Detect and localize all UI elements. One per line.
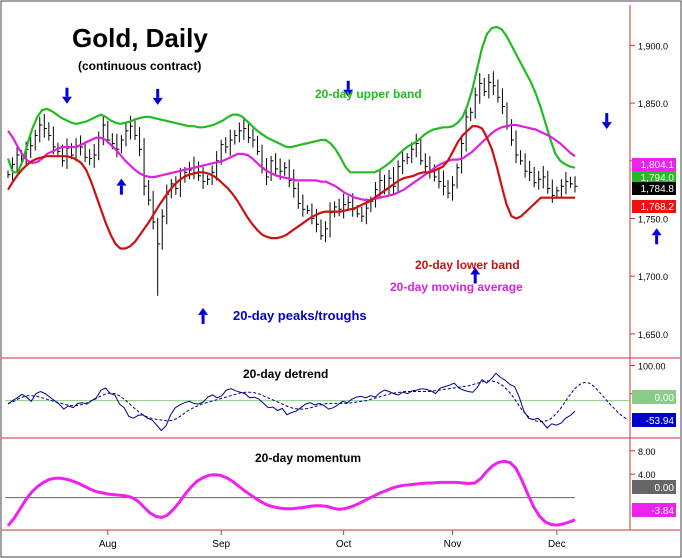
momentum-value-tag: 0.00 bbox=[632, 480, 676, 494]
y-tick-label: 1,700.0 bbox=[638, 272, 668, 282]
peak-arrow-icon-head bbox=[61, 96, 72, 104]
trough-arrow-icon-head bbox=[198, 307, 209, 315]
value-tag-label: 1,784.8 bbox=[641, 184, 675, 195]
trough-arrow-icon-head bbox=[116, 178, 127, 186]
momentum-value-tag-label: 0.00 bbox=[655, 483, 675, 494]
value-tag-box bbox=[632, 182, 676, 195]
x-tick-label: Nov bbox=[444, 539, 462, 550]
peaks-troughs-label: 20-day peaks/troughs bbox=[233, 308, 367, 323]
lower-band-label: 20-day lower band bbox=[415, 258, 520, 272]
peak-arrow-icon-head bbox=[152, 97, 163, 105]
detrend-value-tag-box bbox=[632, 413, 676, 427]
value-tag: 1,794.0 bbox=[632, 171, 676, 184]
momentum-title: 20-day momentum bbox=[255, 451, 361, 465]
peak-arrow-icon bbox=[601, 113, 612, 130]
x-tick-label: Dec bbox=[548, 539, 566, 550]
momentum-value-tag-box bbox=[632, 480, 676, 494]
detrend-value-tag-box bbox=[632, 390, 676, 404]
value-tag-box bbox=[632, 200, 676, 213]
momentum-value-tag: -3.84 bbox=[632, 503, 676, 517]
peak-arrow-icon bbox=[343, 80, 354, 97]
peak-arrow-icon bbox=[152, 88, 163, 105]
series-line-20-day-moving-average bbox=[7, 123, 576, 202]
value-tag-box bbox=[632, 158, 676, 171]
detrend-panel: 100.0020.000.00-53.94 bbox=[5, 362, 676, 432]
value-tag: 1,768.2 bbox=[632, 200, 676, 213]
trough-arrow-icon bbox=[116, 178, 127, 195]
value-tag-label: 1,768.2 bbox=[641, 202, 675, 213]
y-tick-label: 1,900.0 bbox=[638, 41, 668, 51]
value-tag: 1,804.1 bbox=[632, 158, 676, 171]
value-tag-label: 1,794.0 bbox=[641, 173, 675, 184]
detrend-value-tag-label: 0.00 bbox=[655, 393, 675, 404]
detrend-line bbox=[7, 372, 576, 432]
detrend-value-tag-label: -53.94 bbox=[646, 416, 675, 427]
series-line-20-day-lower-band bbox=[7, 125, 575, 250]
trough-arrow-icon-head bbox=[651, 228, 662, 236]
momentum-value-tag-box bbox=[632, 503, 676, 517]
detrend-value-tag: 0.00 bbox=[632, 390, 676, 404]
value-tag: 1,784.8 bbox=[632, 182, 676, 195]
detrend-tick-label: 100.00 bbox=[638, 362, 666, 372]
trough-arrow-icon-head bbox=[470, 267, 481, 275]
momentum-tick-label: 8.00 bbox=[638, 447, 656, 457]
chart-title: Gold, Daily bbox=[72, 23, 208, 53]
trough-arrow-icon bbox=[470, 267, 481, 284]
momentum-tick-label: 4.00 bbox=[638, 470, 656, 480]
momentum-panel: 8.00 4.00 0.00 -3.84 bbox=[5, 447, 676, 527]
detrend-value-tag: -53.94 bbox=[632, 413, 676, 427]
detrend-projection-line bbox=[7, 380, 629, 423]
chart-subtitle: (continuous contract) bbox=[78, 59, 201, 73]
trough-arrow-icon bbox=[651, 228, 662, 245]
value-tag-box bbox=[632, 171, 676, 184]
price-panel: 1,650.01,700.01,750.01,800.01,850.01,900… bbox=[6, 25, 676, 340]
momentum-value-tag-label: -3.84 bbox=[651, 506, 674, 517]
x-tick-label: Sep bbox=[212, 539, 230, 550]
momentum-line bbox=[6, 459, 576, 527]
x-tick-label: Aug bbox=[99, 539, 117, 550]
trough-arrow-icon bbox=[198, 307, 209, 324]
y-tick-label: 1,850.0 bbox=[638, 99, 668, 109]
x-tick-label: Oct bbox=[336, 539, 352, 550]
peak-arrow-icon-head bbox=[601, 122, 612, 130]
series-line-20-day-upper-band bbox=[6, 25, 576, 174]
moving-average-label: 20-day moving average bbox=[390, 280, 523, 294]
x-axis: Aug Sep Oct Nov Dec bbox=[99, 530, 566, 550]
detrend-title: 20-day detrend bbox=[243, 367, 328, 381]
y-tick-label: 1,650.0 bbox=[638, 330, 668, 340]
upper-band-label: 20-day upper band bbox=[315, 87, 422, 101]
peak-arrow-icon-head bbox=[343, 89, 354, 97]
y-tick-label: 1,750.0 bbox=[638, 215, 668, 225]
value-tag-label: 1,804.1 bbox=[641, 160, 675, 171]
peak-arrow-icon bbox=[61, 87, 72, 104]
